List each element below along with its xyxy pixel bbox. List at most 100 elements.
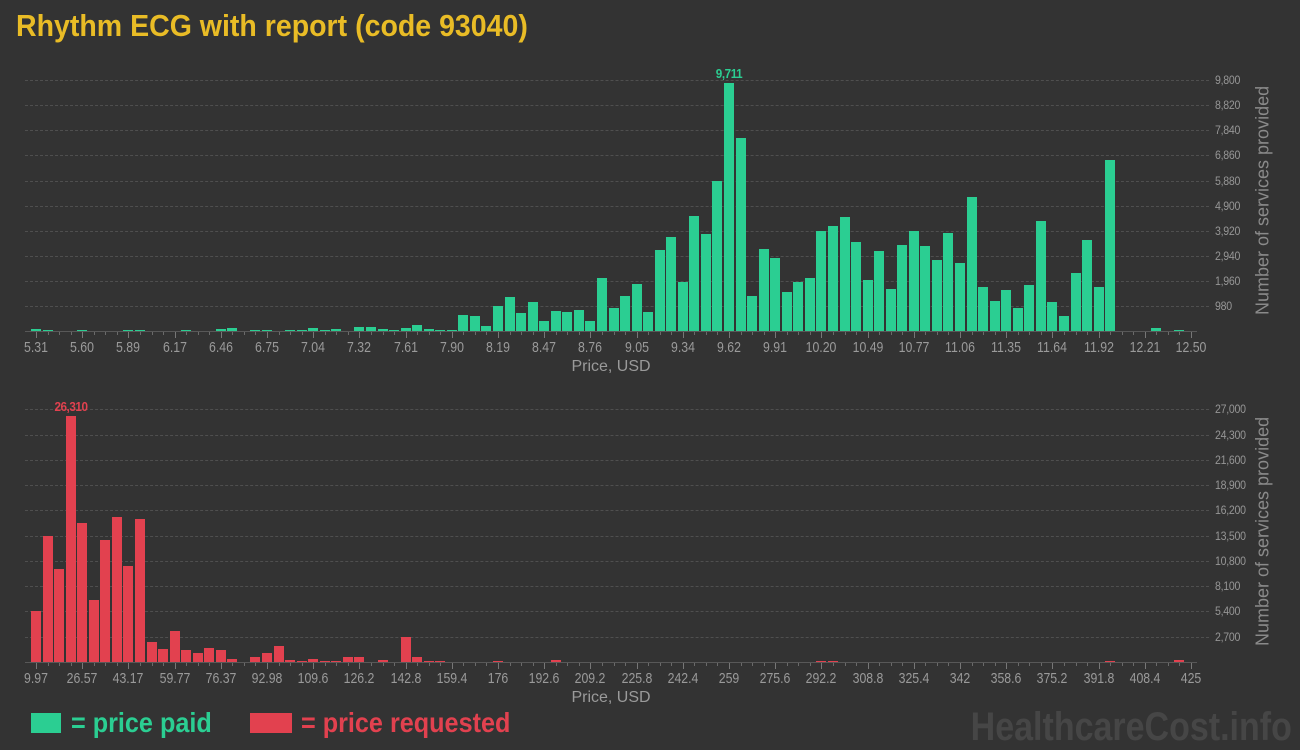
gridline (25, 435, 1209, 436)
x-tick-label: 9.34 (671, 339, 695, 356)
axis-tick (209, 332, 210, 335)
axis-tick (232, 663, 233, 666)
histogram-bar (1105, 661, 1115, 662)
gridline (25, 105, 1209, 106)
axis-tick (510, 332, 511, 335)
gridline (25, 460, 1209, 461)
axis-tick (94, 663, 95, 666)
x-tick-label: 126.2 (343, 670, 375, 687)
x-tick-label: 109.6 (297, 670, 329, 687)
axis-tick (671, 663, 672, 666)
x-tick-label: 159.4 (436, 670, 468, 687)
axis-tick (36, 332, 37, 338)
histogram-bar (1151, 328, 1161, 331)
x-tick-label: 11.35 (991, 339, 1021, 356)
axis-tick (1052, 663, 1053, 669)
histogram-bar (1082, 240, 1092, 331)
axis-tick (71, 663, 72, 666)
axis-tick (279, 332, 280, 335)
histogram-bar (516, 313, 526, 331)
axis-tick (406, 663, 407, 669)
histogram-bar (551, 660, 561, 662)
gridline (25, 561, 1209, 562)
axis-tick (336, 332, 337, 335)
histogram-bar (250, 330, 260, 331)
histogram-bar (770, 258, 780, 331)
histogram-bar (193, 653, 203, 662)
gridline (25, 306, 1209, 307)
axis-tick (302, 332, 303, 335)
histogram-bar (609, 308, 619, 331)
x-tick-label: 7.04 (301, 339, 325, 356)
gridline (25, 130, 1209, 131)
axis-tick (937, 332, 938, 335)
x-tick-label: 9.05 (625, 339, 649, 356)
axis-tick (868, 332, 869, 338)
histogram-bar (886, 289, 896, 331)
axis-tick (94, 332, 95, 335)
axis-tick (359, 663, 360, 669)
histogram-bar (170, 631, 180, 662)
histogram-bar (840, 217, 850, 331)
x-tick-label: 6.46 (209, 339, 233, 356)
axis-tick (983, 332, 984, 335)
axis-tick (648, 332, 649, 335)
axis-tick (752, 332, 753, 335)
axis-tick (36, 663, 37, 669)
axis-tick (371, 332, 372, 335)
axis-tick (579, 663, 580, 666)
x-tick-label: 8.47 (532, 339, 556, 356)
axis-tick (810, 663, 811, 666)
axis-tick (521, 332, 522, 335)
axis-tick (452, 663, 453, 669)
axis-tick (394, 663, 395, 666)
histogram-bar (1105, 160, 1115, 331)
axis-tick (521, 663, 522, 666)
x-tick-label: 8.19 (486, 339, 510, 356)
axis-tick (983, 663, 984, 666)
y-tick-label: 3,920 (1215, 224, 1241, 238)
x-tick-label: 12.50 (1175, 339, 1207, 356)
axis-tick (198, 663, 199, 666)
axis-tick (1145, 332, 1146, 338)
y-tick-label: 8,820 (1215, 98, 1241, 112)
histogram-bar (493, 306, 503, 331)
histogram-bar (747, 296, 757, 331)
axis-tick (290, 663, 291, 666)
axis-tick (787, 332, 788, 335)
axis-tick (741, 663, 742, 666)
histogram-bar (100, 540, 110, 662)
gridline (25, 181, 1209, 182)
axis-tick (925, 332, 926, 335)
axis-tick (302, 663, 303, 666)
x-tick-label: 59.77 (159, 670, 191, 687)
histogram-bar (816, 231, 826, 331)
histogram-bar (505, 297, 515, 331)
axis-tick (1041, 332, 1042, 335)
axis-tick (394, 332, 395, 335)
x-tick-label: 325.4 (898, 670, 930, 687)
axis-tick (463, 332, 464, 335)
y-tick-label: 16,200 (1215, 503, 1246, 517)
y-tick-label: 27,000 (1215, 402, 1246, 416)
y-tick-label: 1,960 (1215, 274, 1241, 288)
x-tick-label: 425 (1180, 670, 1202, 687)
axis-tick (140, 663, 141, 666)
axis-tick (1145, 663, 1146, 669)
axis-tick (1133, 663, 1134, 666)
axis-tick (186, 332, 187, 335)
axis-tick (59, 663, 60, 666)
axis-tick (105, 332, 106, 335)
axis-tick (706, 663, 707, 666)
histogram-bar (574, 310, 584, 331)
gridline (25, 536, 1209, 537)
histogram-bar (262, 330, 272, 331)
histogram-bar (828, 226, 838, 331)
axis-tick (948, 332, 949, 335)
axis-tick (71, 332, 72, 335)
axis-tick (383, 663, 384, 666)
histogram-bar (401, 328, 411, 331)
price-requested-x-axis-title: Price, USD (571, 689, 651, 706)
gridline (25, 256, 1209, 257)
x-tick-label: 9.91 (763, 339, 787, 356)
